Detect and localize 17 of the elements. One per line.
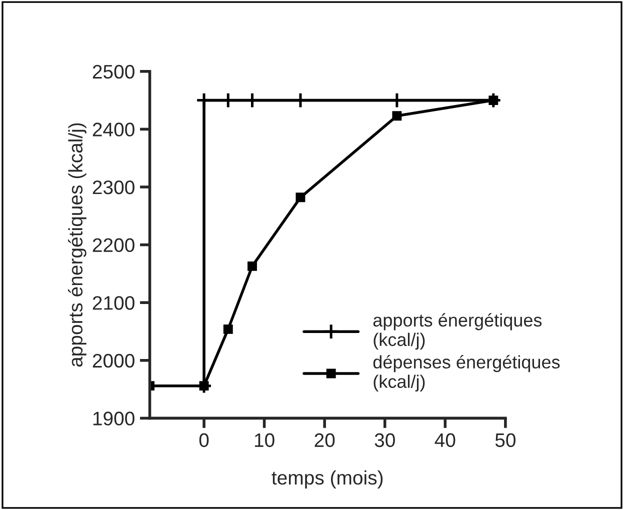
y-tick-label: 2500: [92, 64, 134, 79]
y-tick-label: 2000: [92, 354, 134, 368]
y-axis-title: apports énergétiques (kcal/j): [68, 123, 86, 367]
x-tick-label: 0: [199, 433, 209, 448]
x-tick-label: 20: [314, 433, 335, 448]
x-tick-label: 30: [374, 433, 395, 448]
x-tick-label: 10: [254, 433, 274, 448]
y-tick-label: 2200: [92, 238, 134, 252]
x-tick-label: 50: [495, 433, 516, 448]
legend-label: apports énergétiques (kcal/j): [373, 313, 542, 350]
y-tick-label: 1900: [93, 412, 134, 426]
y-tick-label: 2300: [92, 180, 134, 194]
x-axis-title: temps (mois): [272, 470, 383, 488]
x-tick-label: 40: [434, 433, 456, 448]
y-tick-label: 2400: [92, 122, 134, 136]
legend-label: dépenses énergétiques (kcal/j): [373, 355, 560, 392]
y-tick-label: 2100: [92, 296, 134, 310]
